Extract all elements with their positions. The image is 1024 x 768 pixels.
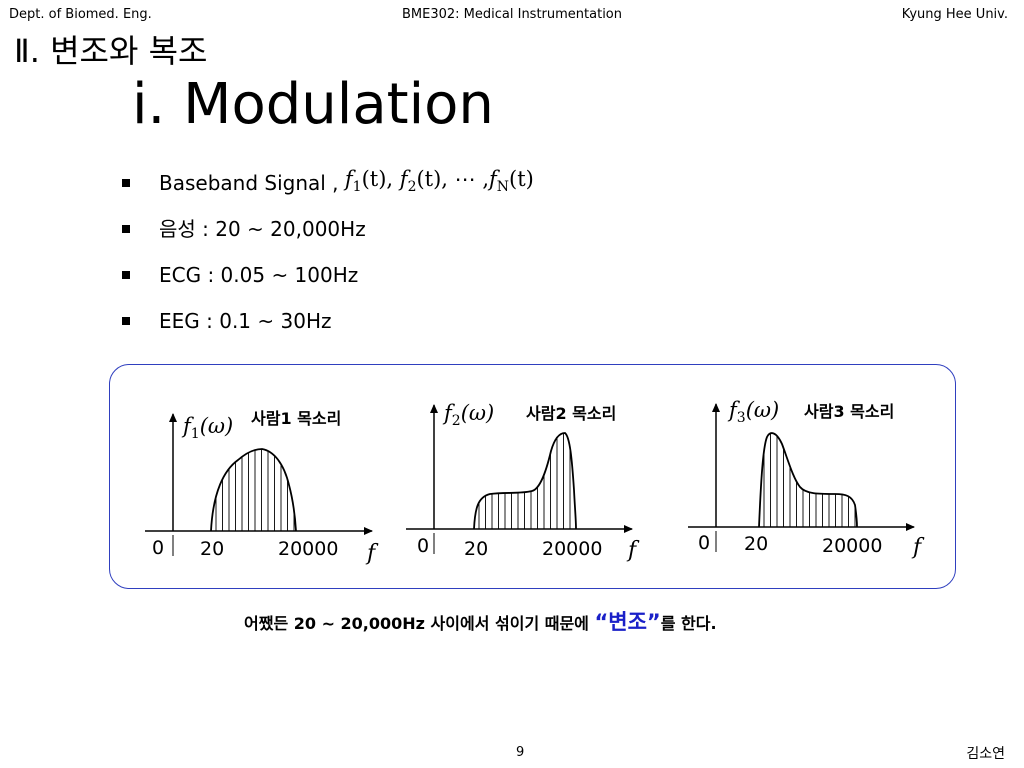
bullet-square-icon (122, 179, 130, 187)
bullet-baseband: Baseband Signal , f1(t), f2(t), ⋯ ,fN(t) (120, 160, 534, 206)
spectrum-plot-1: f1(ω) 사람1 목소리 0 20 20000 f (145, 409, 379, 566)
header-course: BME302: Medical Instrumentation (402, 7, 623, 22)
origin-label: 0 (417, 535, 429, 557)
bullet-square-icon (122, 317, 130, 325)
spectrum-figure-box (109, 364, 956, 589)
header-dept: Dept. of Biomed. Eng. (9, 7, 152, 22)
section-title: Ⅱ. 변조와 복조 (14, 32, 208, 70)
slide-title: ⅰ. Modulation (132, 72, 494, 137)
bullet-voice: 음성 : 20 ~ 20,000Hz (120, 206, 534, 252)
bullet-text: 음성 : 20 ~ 20,000Hz (159, 217, 366, 241)
tick-low-label: 20 (464, 538, 488, 560)
bullet-square-icon (122, 271, 130, 279)
baseband-math: f1(t), f2(t), ⋯ ,fN(t) (344, 166, 534, 196)
bullet-square-icon (122, 225, 130, 233)
axis-variable-label: f (626, 538, 640, 563)
bullet-eeg: EEG : 0.1 ~ 30Hz (120, 298, 534, 344)
speaker-label: 사람1 목소리 (251, 409, 341, 428)
spectrum-function-label: f2(ω) (442, 401, 494, 429)
axis-variable-label: f (911, 535, 925, 560)
page-number: 9 (516, 745, 525, 760)
spectrum-curve (758, 432, 858, 528)
spectrum-function-label: f3(ω) (727, 398, 779, 426)
tick-low-label: 20 (744, 533, 768, 555)
speaker-label: 사람2 목소리 (526, 404, 616, 423)
author-name: 김소연 (966, 746, 1005, 762)
bullet-text: EEG : 0.1 ~ 30Hz (159, 309, 332, 333)
bullet-ecg: ECG : 0.05 ~ 100Hz (120, 252, 534, 298)
caption-emphasis: “변조” (594, 610, 661, 634)
tick-high-label: 20000 (542, 538, 602, 560)
spectrum-plot-2: f2(ω) 사람2 목소리 0 20 20000 f (406, 401, 640, 563)
axis-variable-label: f (365, 541, 379, 566)
spectrum-plot-3: f3(ω) 사람3 목소리 0 20 20000 f (688, 398, 925, 560)
bullet-text: Baseband Signal , (159, 171, 339, 195)
caption: 어쨌든 20 ~ 20,000Hz 사이에서 섞이기 때문에 “변조”를 한다. (244, 610, 717, 634)
origin-label: 0 (698, 532, 710, 554)
tick-low-label: 20 (200, 538, 224, 560)
spectrum-curve (210, 448, 297, 532)
origin-label: 0 (152, 537, 164, 559)
bullet-list: Baseband Signal , f1(t), f2(t), ⋯ ,fN(t)… (120, 160, 534, 344)
tick-high-label: 20000 (822, 535, 882, 557)
bullet-text: ECG : 0.05 ~ 100Hz (159, 263, 359, 287)
tick-high-label: 20000 (278, 538, 338, 560)
spectrum-curve (473, 432, 577, 530)
header-university: Kyung Hee Univ. (901, 7, 1008, 22)
spectrum-function-label: f1(ω) (181, 414, 233, 442)
speaker-label: 사람3 목소리 (804, 402, 894, 421)
